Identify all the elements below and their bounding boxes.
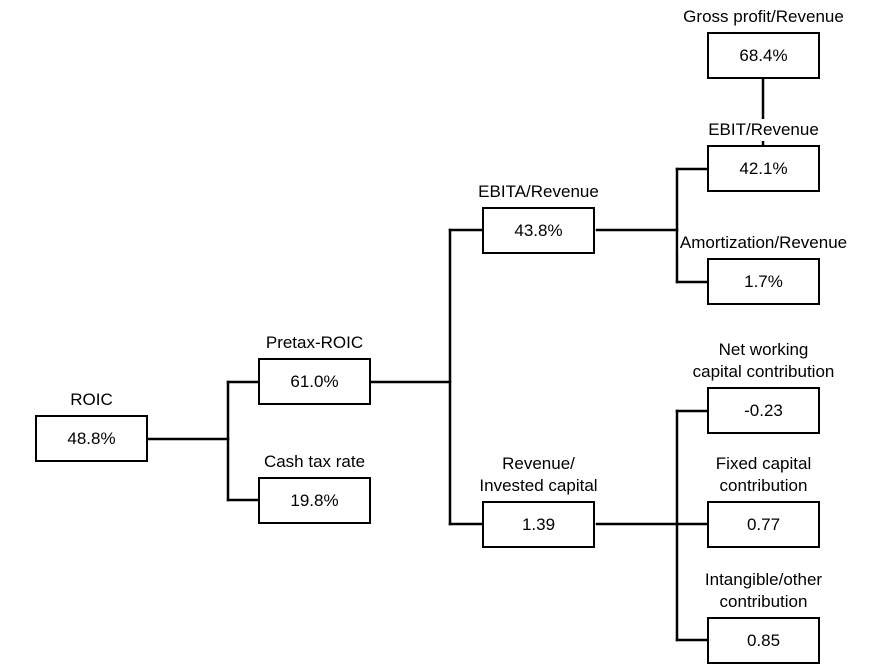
node-ebita-revenue-label: EBITA/Revenue	[476, 181, 601, 203]
node-gross-profit-revenue: Gross profit/Revenue 68.4%	[681, 6, 846, 79]
node-ebita-revenue-value: 43.8%	[514, 220, 563, 240]
node-ebita-revenue-box: 43.8%	[482, 207, 595, 254]
node-ebit-revenue-value: 42.1%	[739, 158, 788, 178]
node-net-working-capital-contribution-label: Net working capital contribution	[690, 339, 837, 383]
node-gross-profit-revenue-box: 68.4%	[707, 32, 820, 79]
node-pretax-roic-value: 61.0%	[290, 371, 339, 391]
node-ebita-revenue: EBITA/Revenue 43.8%	[476, 181, 601, 254]
node-roic-value: 48.8%	[67, 428, 116, 448]
node-roic-label: ROIC	[68, 389, 115, 411]
node-roic: ROIC 48.8%	[35, 389, 148, 462]
node-cash-tax-rate: Cash tax rate 19.8%	[258, 451, 371, 524]
node-amortization-revenue-box: 1.7%	[707, 258, 820, 305]
node-intangible-other-contribution-value: 0.85	[746, 630, 781, 650]
node-net-working-capital-contribution-value: -0.23	[744, 400, 783, 420]
node-gross-profit-revenue-label: Gross profit/Revenue	[681, 6, 846, 28]
node-ebit-revenue: EBIT/Revenue 42.1%	[706, 119, 821, 192]
node-revenue-invested-capital-value: 1.39	[521, 514, 556, 534]
node-revenue-invested-capital-box: 1.39	[482, 501, 595, 548]
node-revenue-invested-capital: Revenue/ Invested capital 1.39	[477, 453, 600, 548]
node-ebit-revenue-box: 42.1%	[707, 145, 820, 192]
node-fixed-capital-contribution-value: 0.77	[746, 514, 781, 534]
node-amortization-revenue-label: Amortization/Revenue	[677, 232, 850, 254]
node-ebit-revenue-label: EBIT/Revenue	[706, 119, 821, 141]
node-cash-tax-rate-box: 19.8%	[258, 477, 371, 524]
node-net-working-capital-contribution-box: -0.23	[707, 387, 820, 434]
node-fixed-capital-contribution-box: 0.77	[707, 501, 820, 548]
node-intangible-other-contribution-box: 0.85	[707, 617, 820, 664]
node-pretax-roic: Pretax-ROIC 61.0%	[258, 332, 371, 405]
node-intangible-other-contribution: Intangible/other contribution 0.85	[702, 569, 825, 664]
node-cash-tax-rate-label: Cash tax rate	[261, 451, 368, 473]
node-roic-box: 48.8%	[35, 415, 148, 462]
node-pretax-roic-label: Pretax-ROIC	[263, 332, 366, 354]
node-amortization-revenue: Amortization/Revenue 1.7%	[677, 232, 850, 305]
node-pretax-roic-box: 61.0%	[258, 358, 371, 405]
node-amortization-revenue-value: 1.7%	[744, 271, 783, 291]
node-cash-tax-rate-value: 19.8%	[290, 490, 339, 510]
node-revenue-invested-capital-label: Revenue/ Invested capital	[477, 453, 600, 497]
node-intangible-other-contribution-label: Intangible/other contribution	[702, 569, 825, 613]
node-fixed-capital-contribution: Fixed capital contribution 0.77	[707, 453, 820, 548]
node-net-working-capital-contribution: Net working capital contribution -0.23	[690, 339, 837, 434]
node-fixed-capital-contribution-label: Fixed capital contribution	[713, 453, 814, 497]
node-gross-profit-revenue-value: 68.4%	[739, 45, 788, 65]
